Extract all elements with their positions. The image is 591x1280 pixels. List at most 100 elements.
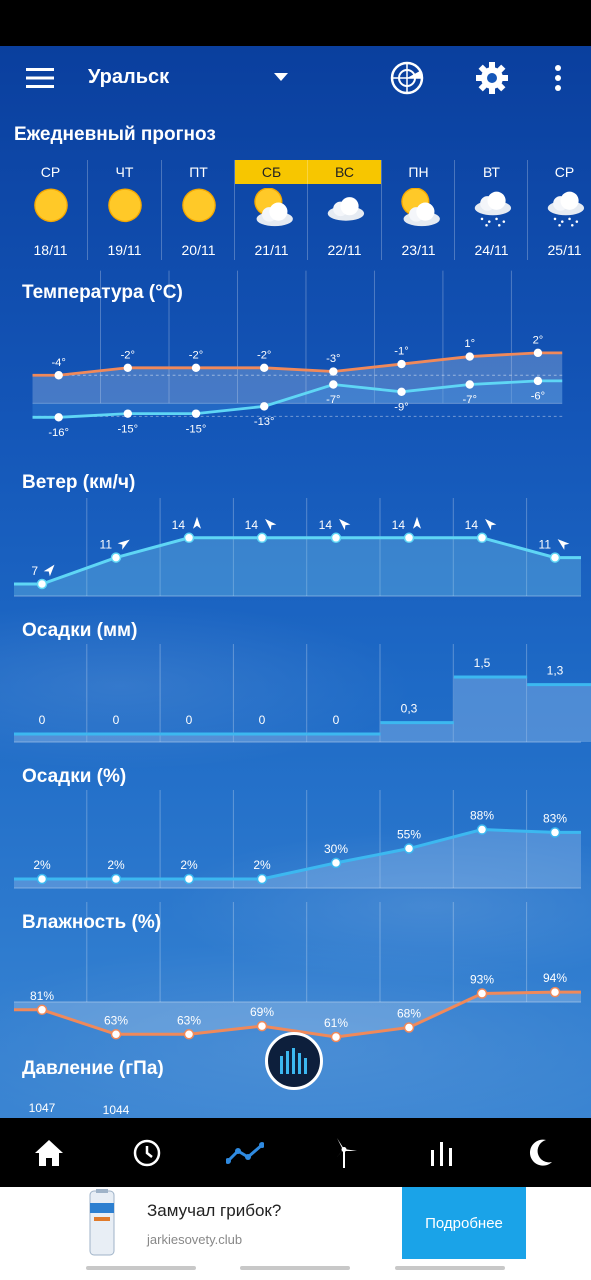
max-temp-label: -1° xyxy=(394,346,408,358)
partly-cloudy-icon xyxy=(254,188,293,227)
wind-speed-label: 14 xyxy=(319,518,333,532)
min-temp-point xyxy=(533,376,543,386)
wind-point xyxy=(476,532,488,544)
day-column[interactable]: ПН 23/11 xyxy=(381,160,455,260)
day-date: 24/11 xyxy=(474,242,509,258)
min-temp-label: -7° xyxy=(463,394,477,406)
humidity-chart: 81% 63% 63% 69% 61% 68% 93% 94% xyxy=(14,902,581,1043)
gesture-pill xyxy=(240,1266,350,1270)
day-name: ВТ xyxy=(483,164,500,180)
series-area xyxy=(14,537,581,596)
more-vertical-icon[interactable] xyxy=(548,62,568,94)
precip-mm-label: 0 xyxy=(186,713,193,727)
humidity-point xyxy=(110,1029,122,1040)
daily-forecast-strip[interactable]: СР 18/11 ЧТ 19/11 ПТ 20/11 СБ 21/11 ВС 22/11 ПН 23/… xyxy=(14,160,585,260)
temperature-chart: -4° -2° -2° -2° -3° -1° 1° 2° -16° -15° -15° -13° -7… xyxy=(32,270,563,439)
humidity-label: 93% xyxy=(470,972,494,986)
precip-mm-title: Осадки (мм) xyxy=(22,620,138,641)
precip-pct-title: Осадки (%) xyxy=(22,766,127,787)
precip-pct-label: 2% xyxy=(253,858,271,872)
gear-icon[interactable] xyxy=(473,59,511,97)
min-temp-label: -13° xyxy=(254,416,275,428)
day-column[interactable]: СР 25/11 xyxy=(527,160,591,260)
radar-icon[interactable] xyxy=(388,60,426,96)
top-app-bar: Уральск xyxy=(0,46,591,110)
ad-banner[interactable]: Замучал грибок? jarkiesovety.club Подроб… xyxy=(0,1187,591,1280)
min-temp-label: -16° xyxy=(48,427,69,439)
day-column[interactable]: ЧТ 19/11 xyxy=(87,160,161,260)
pressure-title: Давление (гПа) xyxy=(22,1058,164,1079)
day-column[interactable]: ПТ 20/11 xyxy=(161,160,235,260)
wind-point xyxy=(330,532,342,544)
precip-bar xyxy=(527,684,591,742)
snowflake xyxy=(488,220,491,223)
chevron-down-icon[interactable] xyxy=(274,73,288,81)
max-temp-point xyxy=(397,359,406,369)
precip-mm-label: 1,5 xyxy=(474,656,491,670)
pressure-chart: 1047 1044 xyxy=(29,1101,130,1117)
humidity-label: 69% xyxy=(250,1005,274,1019)
pressure-label: 1047 xyxy=(29,1101,56,1115)
max-temp-point xyxy=(260,363,269,372)
humidity-point xyxy=(403,1022,415,1033)
max-temp-line xyxy=(32,351,563,377)
precip-pct-point xyxy=(476,824,488,835)
max-temp-point xyxy=(533,348,543,358)
precip-pct-point xyxy=(256,873,268,885)
series-line xyxy=(14,990,581,1039)
gesture-pill xyxy=(86,1266,196,1270)
wind-speed-label: 14 xyxy=(172,518,186,532)
wind-arrow-icon xyxy=(43,564,55,577)
snowflake xyxy=(480,217,484,221)
precip-bar xyxy=(233,734,308,742)
main-scroll-area[interactable]: Уральск Ежедневный прогноз СР 18/11 ЧТ 19/1… xyxy=(0,46,591,1118)
day-date: 25/11 xyxy=(547,242,582,258)
day-column[interactable]: СР 18/11 xyxy=(14,160,87,260)
nav-graph[interactable] xyxy=(196,1118,294,1187)
city-name[interactable]: Уральск xyxy=(88,66,170,88)
precip-bar xyxy=(160,734,234,742)
wind-arrow-icon xyxy=(193,516,201,529)
snowflake xyxy=(571,224,574,227)
nav-home[interactable] xyxy=(0,1118,98,1187)
wind-point xyxy=(256,532,268,544)
series-area xyxy=(14,829,581,888)
precip-bar xyxy=(14,734,88,742)
hamburger-menu-icon[interactable] xyxy=(22,62,58,94)
sun-disc xyxy=(109,189,141,221)
clock-icon xyxy=(133,1139,161,1166)
wind-speed-label: 11 xyxy=(100,538,113,552)
nav-stats[interactable] xyxy=(393,1118,491,1187)
precip-pct-label: 55% xyxy=(397,828,421,842)
trend-line-icon xyxy=(226,1141,264,1164)
wind-arrow-icon xyxy=(117,539,130,550)
day-column[interactable]: ВС 22/11 xyxy=(307,160,381,260)
day-date: 19/11 xyxy=(107,242,142,258)
series-line xyxy=(14,828,581,881)
nav-hourly[interactable] xyxy=(98,1118,196,1187)
max-temp-label: -2° xyxy=(121,349,135,361)
precip-mm-label: 0,3 xyxy=(401,702,418,716)
sun-disc xyxy=(183,189,215,221)
nav-wind[interactable] xyxy=(295,1118,393,1187)
nav-moon[interactable] xyxy=(491,1118,589,1187)
day-date: 20/11 xyxy=(181,242,216,258)
day-column[interactable]: СБ 21/11 xyxy=(234,160,308,260)
cloud-shape xyxy=(547,191,585,216)
sun-icon xyxy=(108,188,142,223)
chart-view-fab[interactable] xyxy=(265,1032,323,1090)
precip-pct-label: 30% xyxy=(324,842,348,856)
ad-title[interactable]: Замучал грибок? xyxy=(147,1201,282,1220)
humidity-label: 94% xyxy=(543,971,567,985)
ad-url[interactable]: jarkiesovety.club xyxy=(147,1232,243,1247)
ad-cta-button[interactable]: Подробнее xyxy=(402,1187,526,1259)
precip-pct-point xyxy=(549,827,561,838)
min-temp-point xyxy=(397,387,406,397)
precip-bar xyxy=(307,734,381,742)
snowflake xyxy=(553,217,557,221)
precip-mm-chart: 0 0 0 0 0 0,3 1,5 1,3 xyxy=(14,644,591,743)
humidity-label: 63% xyxy=(177,1013,201,1027)
max-temp-point xyxy=(465,352,474,361)
precip-pct-label: 83% xyxy=(543,811,567,825)
day-column[interactable]: ВТ 24/11 xyxy=(454,160,528,260)
